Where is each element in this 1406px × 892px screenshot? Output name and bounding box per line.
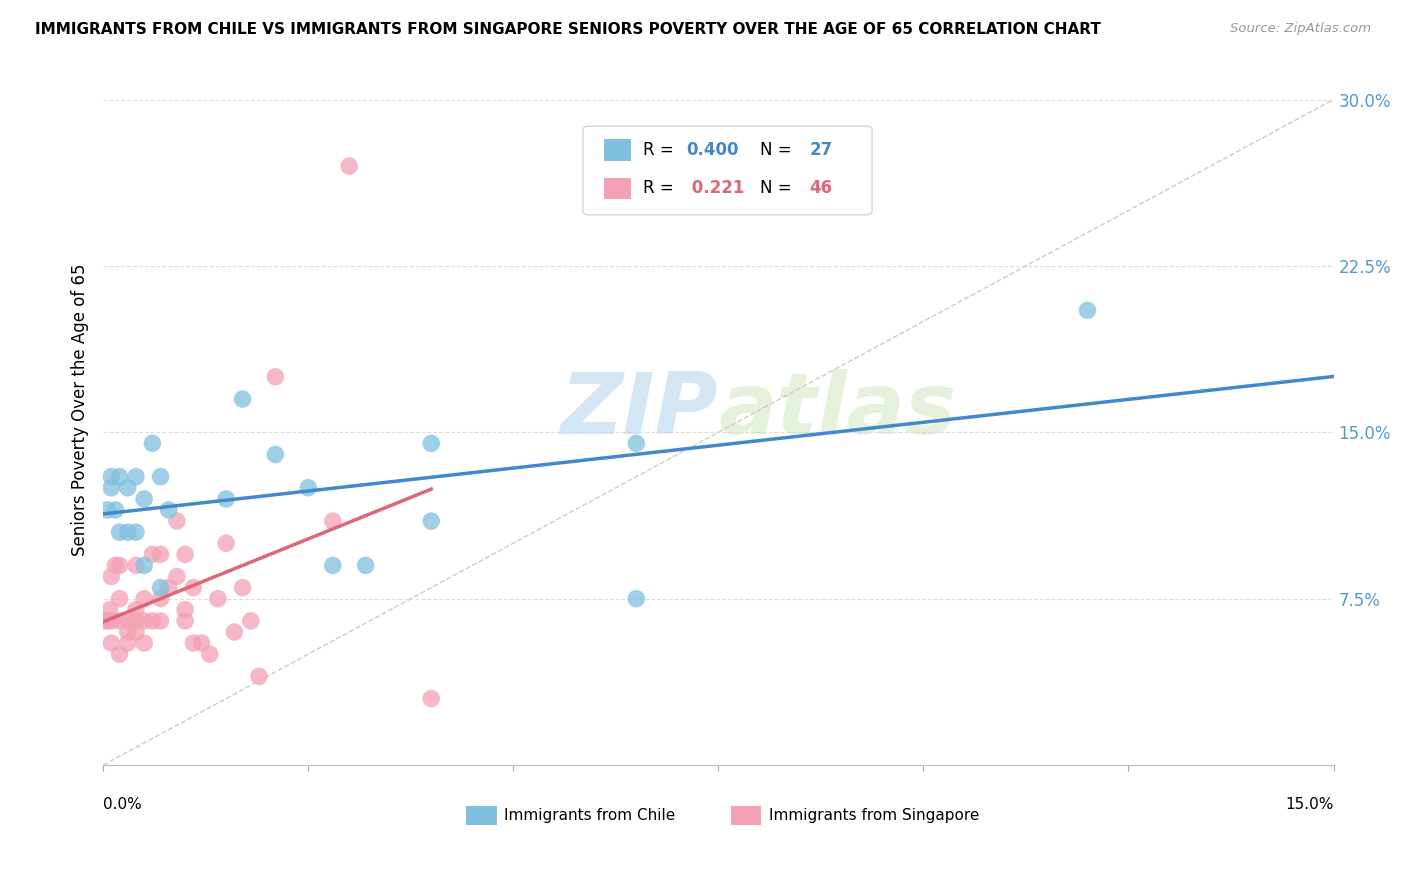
Point — [100, 614, 122, 628]
Point — [125, 469, 148, 483]
Text: atlas: atlas — [718, 368, 956, 451]
Point — [198, 647, 221, 661]
Point — [125, 558, 148, 573]
Point — [134, 636, 156, 650]
Point — [100, 481, 122, 495]
Point — [420, 514, 443, 528]
Point — [239, 614, 262, 628]
Text: Source: ZipAtlas.com: Source: ZipAtlas.com — [1230, 22, 1371, 36]
Point — [125, 603, 148, 617]
Bar — [467, 805, 496, 825]
Point — [157, 581, 180, 595]
Point — [96, 503, 118, 517]
Text: 0.400: 0.400 — [686, 141, 738, 159]
Point — [117, 525, 139, 540]
Point — [108, 647, 131, 661]
Text: 15.0%: 15.0% — [1285, 797, 1333, 812]
Point — [100, 569, 122, 583]
Point — [297, 481, 319, 495]
Point — [264, 369, 287, 384]
Point — [174, 603, 197, 617]
Point — [108, 558, 131, 573]
Point — [232, 392, 254, 406]
Text: 46: 46 — [810, 179, 832, 197]
Text: R =: R = — [644, 141, 679, 159]
Point — [207, 591, 229, 606]
Text: R =: R = — [644, 179, 679, 197]
Point — [100, 636, 122, 650]
Text: 27: 27 — [810, 141, 832, 159]
Point — [190, 636, 212, 650]
Bar — [605, 139, 631, 161]
Text: 0.0%: 0.0% — [103, 797, 142, 812]
Point — [149, 469, 172, 483]
Point — [420, 691, 443, 706]
Point — [215, 491, 238, 506]
Text: IMMIGRANTS FROM CHILE VS IMMIGRANTS FROM SINGAPORE SENIORS POVERTY OVER THE AGE : IMMIGRANTS FROM CHILE VS IMMIGRANTS FROM… — [35, 22, 1101, 37]
Point — [149, 547, 172, 561]
Point — [183, 581, 205, 595]
Point — [96, 614, 118, 628]
Point — [183, 636, 205, 650]
Bar — [731, 805, 762, 825]
Point — [420, 436, 443, 450]
Point — [117, 614, 139, 628]
Point — [247, 669, 270, 683]
FancyBboxPatch shape — [583, 126, 872, 215]
Point — [94, 614, 117, 628]
Point — [149, 581, 172, 595]
Text: 0.221: 0.221 — [686, 179, 745, 197]
Point — [166, 514, 188, 528]
Point — [125, 614, 148, 628]
Point — [322, 558, 344, 573]
Text: Immigrants from Chile: Immigrants from Chile — [505, 808, 675, 823]
Text: N =: N = — [761, 141, 797, 159]
Point — [157, 503, 180, 517]
Point — [174, 614, 197, 628]
Point — [1076, 303, 1098, 318]
Text: N =: N = — [761, 179, 797, 197]
Point — [100, 469, 122, 483]
Text: Immigrants from Singapore: Immigrants from Singapore — [769, 808, 979, 823]
Point — [134, 591, 156, 606]
Point — [98, 603, 121, 617]
Point — [108, 525, 131, 540]
Bar — [605, 178, 631, 199]
Point — [354, 558, 377, 573]
Point — [134, 558, 156, 573]
Text: ZIP: ZIP — [561, 368, 718, 451]
Point — [134, 491, 156, 506]
Point — [337, 159, 360, 173]
Point — [264, 448, 287, 462]
Point — [141, 614, 163, 628]
Point — [104, 503, 127, 517]
Point — [232, 581, 254, 595]
Point — [166, 569, 188, 583]
Point — [108, 591, 131, 606]
Point — [149, 614, 172, 628]
Point — [626, 591, 648, 606]
Point — [215, 536, 238, 550]
Point — [117, 624, 139, 639]
Point — [108, 614, 131, 628]
Point — [141, 547, 163, 561]
Point — [125, 624, 148, 639]
Point — [134, 614, 156, 628]
Point — [117, 636, 139, 650]
Point — [104, 558, 127, 573]
Point — [224, 624, 246, 639]
Point — [174, 547, 197, 561]
Point — [149, 591, 172, 606]
Point — [117, 481, 139, 495]
Point — [108, 469, 131, 483]
Y-axis label: Seniors Poverty Over the Age of 65: Seniors Poverty Over the Age of 65 — [72, 264, 89, 557]
Point — [322, 514, 344, 528]
Point — [626, 436, 648, 450]
Point — [125, 525, 148, 540]
Point — [141, 436, 163, 450]
